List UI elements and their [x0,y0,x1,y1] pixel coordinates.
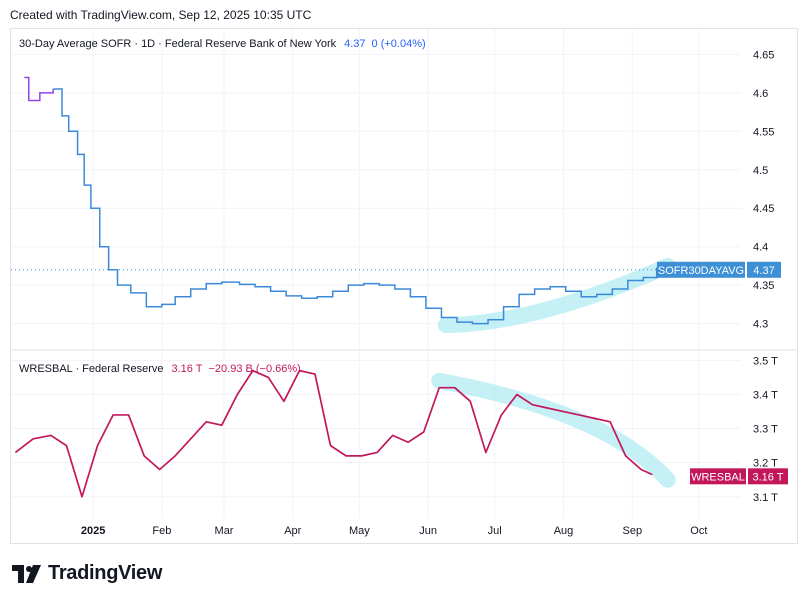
wresbal-y-tick: 3.2 T [753,458,778,470]
wresbal-y-tick: 3.5 T [753,355,778,367]
sofr-y-tick: 4.3 [753,319,768,331]
wresbal-y-tick: 3.3 T [753,424,778,436]
x-tick-label: Sep [622,525,642,537]
tradingview-logo[interactable]: TradingView [12,562,162,585]
wresbal-y-tick: 3.4 T [753,390,778,402]
svg-text:WRESBAL: WRESBAL [691,471,745,483]
wresbal-series [14,369,653,498]
sofr-legend-title: 30-Day Average SOFR · 1D · Federal Reser… [19,38,337,50]
x-tick-label: Oct [690,525,707,537]
wresbal-y-tick: 3.1 T [753,492,778,504]
x-tick-label: Mar [215,525,234,537]
sofr-price-axis: 4.65 4.6 4.55 4.5 4.45 4.4 4.35 4.3 [753,49,774,330]
sofr-highlight [437,257,676,334]
x-tick-label: Aug [554,525,574,537]
x-tick-label: Apr [284,525,301,537]
tradingview-logo-text: TradingView [48,562,163,584]
wresbal-legend-value: 3.16 T [171,363,202,375]
wresbal-highlight [431,372,676,488]
time-axis: 2025 Feb Mar Apr May Jun Jul Aug Sep Oct [81,525,708,537]
wresbal-price-label: WRESBAL 3.16 T [690,468,788,485]
sofr-legend-change: 0 (+0.04%) [372,38,426,50]
x-tick-label: 2025 [81,525,105,537]
svg-text:SOFR30DAYAVG: SOFR30DAYAVG [658,265,744,277]
wresbal-price-axis: 3.5 T 3.4 T 3.3 T 3.2 T 3.1 T [753,355,778,503]
svg-text:4.37: 4.37 [753,265,774,277]
sofr-y-tick: 4.45 [753,203,774,215]
sofr-line-early [24,76,54,102]
sofr-y-tick: 4.35 [753,280,774,292]
sofr-line [53,88,658,325]
chart-canvas[interactable]: 4.654.64.554.54.454.44.354.3 3.5 T3.4 T3… [11,29,797,543]
sofr-y-tick: 4.55 [753,126,774,138]
grid-lines [11,29,741,519]
sofr-y-tick: 4.5 [753,165,768,177]
x-tick-label: May [349,525,370,537]
wresbal-legend-change: −20.93 B (−0.66%) [208,363,300,375]
sofr-series [11,76,658,325]
x-tick-label: Jul [488,525,502,537]
wresbal-line [14,369,653,498]
sofr-price-label: SOFR30DAYAVG 4.37 [657,261,781,278]
tradingview-logo-icon [12,564,41,583]
sofr-y-tick: 4.4 [753,242,768,254]
highlight-annotations [431,257,676,488]
sofr-legend-value: 4.37 [344,38,365,50]
wresbal-legend-title: WRESBAL · Federal Reserve [19,363,163,375]
created-with-header: Created with TradingView.com, Sep 12, 20… [10,8,312,22]
svg-text:3.16 T: 3.16 T [753,471,784,483]
x-tick-label: Jun [419,525,437,537]
x-tick-label: Feb [152,525,171,537]
sofr-y-tick: 4.6 [753,88,768,100]
sofr-y-tick: 4.65 [753,49,774,61]
